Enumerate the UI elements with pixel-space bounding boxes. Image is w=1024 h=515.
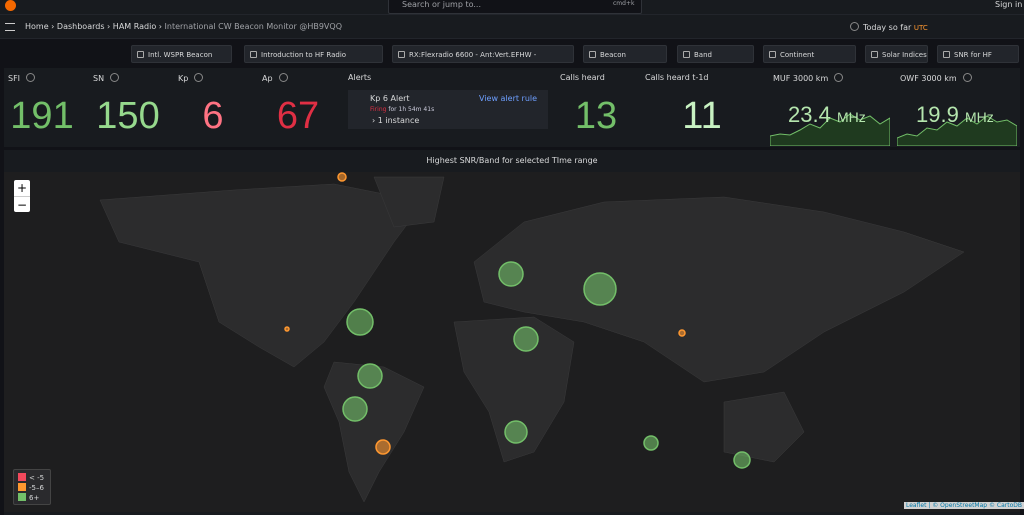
stat-label-text: Ap: [262, 74, 273, 83]
alert-name: Kp 6 Alert: [370, 94, 410, 103]
map-legend: < -5 -5–6 6+: [13, 469, 51, 505]
stat-value: 13: [574, 95, 618, 137]
dashboard-link[interactable]: RX:Flexradio 6600 - Ant:Vert.EFHW - QTH:…: [392, 45, 574, 63]
alert-link[interactable]: View alert rule: [479, 94, 538, 103]
legend-label: -5–6: [29, 484, 44, 492]
info-icon[interactable]: [26, 73, 36, 82]
logo[interactable]: [5, 0, 16, 11]
alert-duration: for 1h 54m 41s: [388, 106, 435, 113]
search-box[interactable]: [388, 0, 642, 14]
stat-label-text: MUF 3000 km: [773, 74, 829, 83]
breadcrumb: Home › Dashboards › HAM Radio › Internat…: [25, 22, 342, 31]
alerts-title: Alerts: [348, 73, 372, 82]
legend-item: < -5: [18, 473, 46, 483]
sparkline: [770, 113, 890, 146]
stat-label: SFI: [8, 73, 36, 83]
stat-label: OWF 3000 km: [900, 73, 972, 83]
breadcrumb-item[interactable]: Dashboards: [56, 22, 105, 31]
time-range-text: Today so far: [863, 23, 912, 32]
stat-unit: MHz: [836, 109, 866, 125]
stat-value: 6: [202, 95, 224, 137]
stat-label-text: SN: [93, 74, 105, 83]
menu-icon[interactable]: [5, 23, 15, 31]
stat-value: 150: [96, 95, 160, 137]
legend-label: < -5: [29, 474, 45, 482]
alert-instances-text: 1 instance: [377, 116, 420, 125]
stat-label: MUF 3000 km: [773, 73, 844, 83]
dashboard-link[interactable]: Continent Dashboards: [763, 45, 856, 63]
alert-instances[interactable]: › 1 instance: [372, 116, 420, 125]
search-placeholder: Search or jump to...: [402, 0, 481, 9]
dashboard-link[interactable]: Band Dashboards: [677, 45, 754, 63]
dashboard-link[interactable]: SNR for HF Comms: [937, 45, 1019, 63]
map[interactable]: [4, 172, 1020, 512]
alert-status: Firing for 1h 54m 41s: [370, 106, 434, 113]
zoom-in[interactable]: +: [16, 181, 28, 195]
sparkline: [897, 115, 1017, 146]
stat-label-text: SFI: [8, 74, 21, 83]
zoom-out[interactable]: −: [14, 196, 30, 213]
stat-value: 191: [10, 95, 74, 137]
stat-unit: MHz: [964, 109, 994, 125]
info-icon[interactable]: [962, 73, 972, 82]
dashboard-link[interactable]: Beacon Dashboards: [583, 45, 667, 63]
dashboard-link[interactable]: Intl. WSPR Beacon Project: [131, 45, 232, 63]
map-title: Highest SNR/Band for selected TIme range: [426, 156, 598, 165]
info-icon[interactable]: [194, 73, 204, 82]
stat-label: Ap: [262, 73, 288, 83]
timezone: UTC: [913, 24, 928, 32]
stat-label-text: OWF 3000 km: [900, 74, 957, 83]
clock-icon: [850, 22, 859, 31]
info-icon[interactable]: [278, 73, 288, 82]
alert-state: Firing: [370, 106, 387, 113]
stat-label-text: Calls heard t-1d: [645, 73, 709, 82]
legend-item: 6+: [18, 493, 46, 503]
sign-in[interactable]: Sign in: [995, 0, 1023, 9]
info-icon[interactable]: [834, 73, 844, 82]
stat-value: 23.4 MHz: [788, 102, 866, 128]
stat-value: 67: [276, 95, 320, 137]
dashboard-link[interactable]: Solar Indices: [865, 45, 928, 63]
stat-number: 23.4: [788, 102, 831, 127]
alert-box: [348, 90, 548, 129]
breadcrumb-item: International CW Beacon Monitor @HB9VQQ: [164, 22, 342, 31]
stat-label: SN: [93, 73, 120, 83]
map-attribution[interactable]: Leaflet | © OpenStreetMap © CartoDB: [904, 502, 1024, 509]
stat-label: Kp: [178, 73, 204, 83]
stat-number: 19.9: [916, 102, 959, 127]
legend-item: -5–6: [18, 483, 46, 493]
stat-label-text: Kp: [178, 74, 189, 83]
breadcrumb-item[interactable]: Home: [25, 22, 49, 31]
info-icon[interactable]: [110, 73, 120, 82]
legend-label: 6+: [29, 494, 40, 502]
stat-label: Calls heard t-1d: [645, 73, 709, 82]
dashboard-link[interactable]: Introduction to HF Radio Propagation: [244, 45, 383, 63]
stat-value: 11: [682, 95, 722, 137]
stat-label: Calls heard: [560, 73, 605, 82]
search-shortcut: cmd+k: [613, 0, 635, 7]
breadcrumb-item[interactable]: HAM Radio: [112, 22, 157, 31]
time-range[interactable]: Today so far UTC: [850, 22, 928, 32]
stat-label-text: Calls heard: [560, 73, 605, 82]
stat-value: 19.9 MHz: [916, 102, 994, 128]
